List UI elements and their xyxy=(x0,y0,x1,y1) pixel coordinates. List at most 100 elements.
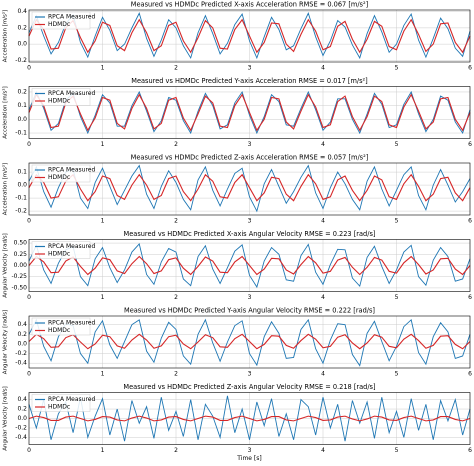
x-tick-label: 4 xyxy=(321,65,325,72)
y-tick-label: 0.25 xyxy=(14,251,28,258)
x-tick-label: 4 xyxy=(321,218,325,225)
series-line xyxy=(28,395,471,442)
series-line xyxy=(28,255,471,276)
x-tick-label: 5 xyxy=(395,447,399,454)
legend-box xyxy=(31,164,91,183)
panel: Measured vs HDMDc Predicted Y-axis Angul… xyxy=(3,307,473,378)
y-tick-label: 0.1 xyxy=(17,102,27,109)
series-line xyxy=(28,93,471,132)
x-tick-label: 5 xyxy=(395,218,399,225)
x-tick-label: 3 xyxy=(248,218,252,225)
y-tick-label: -0.4 xyxy=(15,360,27,367)
panel-title: Measured vs HDMDc Predicted Y-axis Angul… xyxy=(124,307,375,315)
x-tick-label: 0 xyxy=(27,447,31,454)
y-tick-label: 0.4 xyxy=(17,8,27,15)
x-tick-label: 5 xyxy=(395,141,399,148)
x-tick-label: 4 xyxy=(321,371,325,378)
y-tick-label: 0.1 xyxy=(17,169,27,176)
plot-frame xyxy=(28,239,471,292)
series-line xyxy=(28,318,471,367)
y-axis-label: Angular Velocity [rad/s] xyxy=(3,233,9,298)
y-tick-label: 0.0 xyxy=(17,116,27,123)
plot-frame xyxy=(28,162,471,216)
x-tick-label: 2 xyxy=(174,447,178,454)
x-tick-label: 6 xyxy=(468,65,472,72)
y-tick-label: -0.2 xyxy=(15,424,27,431)
x-tick-label: 1 xyxy=(101,447,105,454)
panel-title: Measured vs HDMDc Predicted Z-axis Accel… xyxy=(131,154,369,162)
x-tick-label: 4 xyxy=(321,141,325,148)
legend-box xyxy=(31,11,91,30)
panel-title: Measured vs HDMDc Predicted X-axis Accel… xyxy=(131,1,368,9)
series-line xyxy=(28,90,471,135)
panel-title: Measured vs HDMDc Predicted Y-axis Accel… xyxy=(131,77,368,85)
plot-frame xyxy=(28,9,471,63)
legend-label: RPCA Measured xyxy=(48,320,95,327)
legend-box xyxy=(31,241,91,259)
x-tick-label: 3 xyxy=(248,371,252,378)
x-tick-label: 4 xyxy=(321,447,325,454)
plot-frame xyxy=(28,86,471,139)
x-tick-label: 6 xyxy=(468,141,472,148)
series-line xyxy=(28,12,471,60)
panel-title: Measured vs HDMDc Predicted X-axis Angul… xyxy=(124,230,376,238)
x-tick-label: 1 xyxy=(101,371,105,378)
y-tick-label: 0.2 xyxy=(17,331,27,338)
series-line xyxy=(28,333,471,350)
x-tick-label: 0 xyxy=(27,141,31,148)
x-tick-label: 5 xyxy=(395,371,399,378)
legend-label: RPCA Measured xyxy=(48,167,95,174)
x-tick-label: 3 xyxy=(248,65,252,72)
series-line xyxy=(28,173,471,202)
x-tick-label: 0 xyxy=(27,371,31,378)
legend-label: HDMDc xyxy=(48,21,70,28)
x-tick-label: 1 xyxy=(101,294,105,301)
series-line xyxy=(28,415,471,422)
panel: Measured vs HDMDc Predicted X-axis Angul… xyxy=(3,230,473,301)
panel: Measured vs HDMDc Predicted Z-axis Accel… xyxy=(2,154,473,225)
y-tick-label: 0.4 xyxy=(17,321,27,328)
x-tick-label: 0 xyxy=(27,294,31,301)
legend-label: HDMDc xyxy=(48,404,70,411)
series-line xyxy=(28,243,471,289)
y-axis-label: Angular Velocity [rad/s] xyxy=(3,386,9,451)
legend-box xyxy=(31,394,91,412)
y-tick-label: -0.2 xyxy=(15,208,27,215)
y-tick-label: 0.50 xyxy=(14,240,28,247)
y-tick-label: -0.1 xyxy=(15,130,27,137)
y-axis-label: Acceleration [m/s²] xyxy=(2,10,9,63)
y-tick-label: -0.4 xyxy=(15,434,27,441)
y-tick-label: 0.0 xyxy=(17,182,27,189)
x-tick-label: 3 xyxy=(248,294,252,301)
x-tick-label: 2 xyxy=(174,141,178,148)
y-tick-label: 0.0 xyxy=(17,340,27,347)
legend-label: RPCA Measured xyxy=(48,243,95,250)
x-tick-label: 3 xyxy=(248,141,252,148)
y-tick-label: -0.50 xyxy=(11,284,27,291)
x-tick-label: 1 xyxy=(101,141,105,148)
legend-label: HDMDc xyxy=(48,251,70,258)
y-tick-label: -0.1 xyxy=(15,195,27,202)
x-tick-label: 2 xyxy=(174,371,178,378)
y-tick-label: -0.25 xyxy=(11,273,27,280)
y-tick-label: 0.0 xyxy=(17,41,27,48)
x-tick-label: 1 xyxy=(101,65,105,72)
x-tick-label: 5 xyxy=(395,294,399,301)
legend-label: RPCA Measured xyxy=(48,90,95,97)
panel-title: Measured vs HDMDc Predicted Z-axis Angul… xyxy=(123,383,375,391)
legend-label: HDMDc xyxy=(48,174,70,181)
x-tick-label: 6 xyxy=(468,447,472,454)
legend-box xyxy=(31,317,91,336)
x-tick-label: 2 xyxy=(174,218,178,225)
legend-label: RPCA Measured xyxy=(48,396,95,403)
legend-label: RPCA Measured xyxy=(48,14,95,21)
y-tick-label: 0.4 xyxy=(17,396,27,403)
x-tick-label: 6 xyxy=(468,371,472,378)
y-tick-label: 0.00 xyxy=(14,262,28,269)
x-tick-label: 1 xyxy=(101,218,105,225)
y-tick-label: -0.2 xyxy=(15,350,27,357)
legend-label: HDMDc xyxy=(48,98,70,105)
legend-box xyxy=(31,88,91,106)
y-tick-label: 0.0 xyxy=(17,415,27,422)
